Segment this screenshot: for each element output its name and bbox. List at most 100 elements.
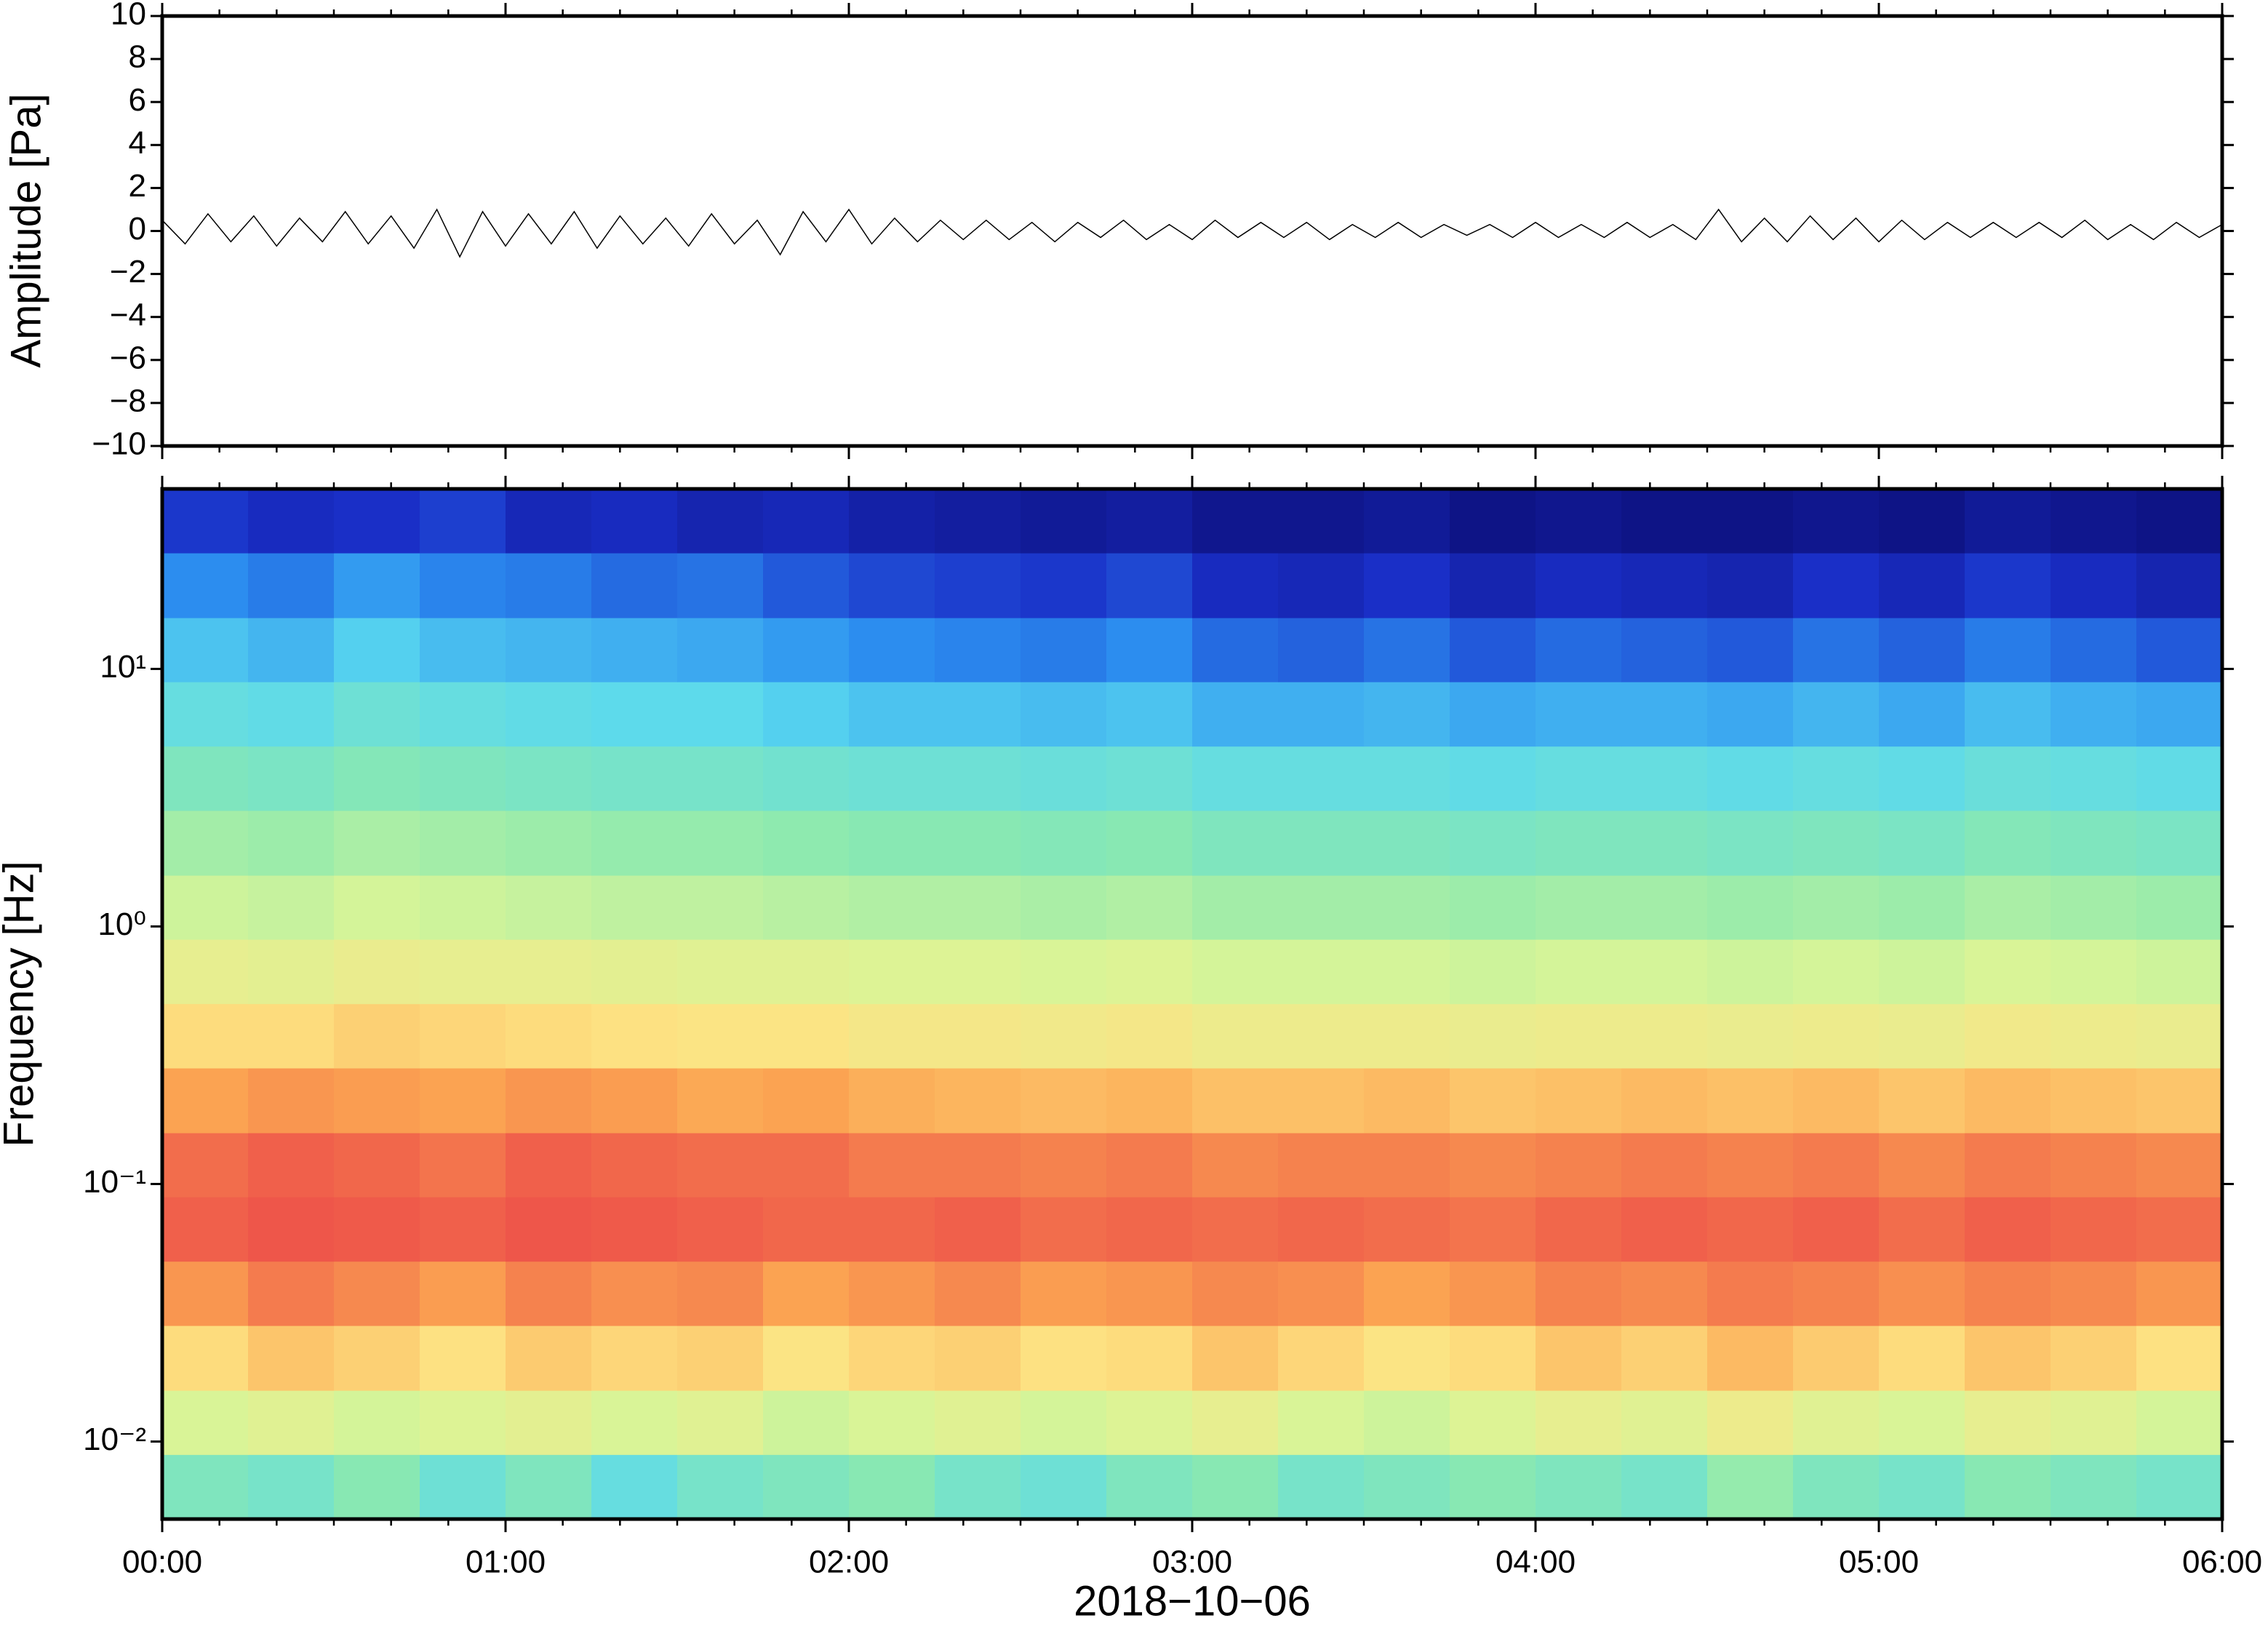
spectrogram-cell xyxy=(1793,553,1880,618)
spectrogram-cell xyxy=(162,618,249,682)
spectrogram-cell xyxy=(763,1133,850,1197)
spectrogram-cell xyxy=(1793,1133,1880,1197)
spectrogram-cell xyxy=(420,1454,506,1520)
spectrogram-cell xyxy=(334,1133,420,1197)
spectrogram-cell xyxy=(763,1454,850,1520)
spectrogram-cell xyxy=(1536,1003,1622,1069)
spectrogram-cell xyxy=(1965,682,2051,747)
spectrogram-cell xyxy=(1021,939,1107,1005)
spectrogram-cell xyxy=(1450,1003,1536,1069)
spectrogram-cell xyxy=(1965,746,2051,811)
spectrogram-cell xyxy=(162,1068,249,1133)
spectrogram-cell xyxy=(1021,682,1107,747)
spectrogram-cell xyxy=(1106,810,1193,876)
spectrogram-cell xyxy=(591,875,678,940)
spectrogram-cell xyxy=(248,618,335,682)
spectrogram-cell xyxy=(1879,489,1965,554)
spectrogram-cell xyxy=(677,1390,764,1455)
spectrogram-cell xyxy=(420,1068,506,1133)
spectrogram-cell xyxy=(849,1197,935,1262)
y-tick-label: −8 xyxy=(110,383,146,419)
spectrogram-cell xyxy=(677,746,764,811)
spectrogram-cell xyxy=(1621,1390,1708,1455)
spectrogram-cell xyxy=(1793,618,1880,682)
spectrogram-cell xyxy=(334,1068,420,1133)
spectrogram-cell xyxy=(1106,875,1193,940)
spectrogram-cell xyxy=(1364,1261,1450,1326)
spectrogram-cell xyxy=(248,682,335,747)
spectrogram-cell xyxy=(763,489,850,554)
spectrogram-cell xyxy=(1536,939,1622,1005)
spectrogram-cell xyxy=(1192,1390,1279,1455)
spectrogram-cell xyxy=(1278,489,1365,554)
spectrogram-cell xyxy=(1793,1326,1880,1391)
spectrogram-cell xyxy=(1106,1454,1193,1520)
spectrogram-cell xyxy=(1364,1068,1450,1133)
spectrogram-cell xyxy=(1021,875,1107,940)
spectrogram-cell xyxy=(162,1390,249,1455)
spectrogram-cell xyxy=(1707,810,1794,876)
spectrogram-cell xyxy=(162,939,249,1005)
spectrogram-cell xyxy=(591,1390,678,1455)
spectrogram-cell xyxy=(248,746,335,811)
spectrogram-cell xyxy=(1621,1261,1708,1326)
spectrogram-cell xyxy=(1793,1197,1880,1262)
spectrogram-cell xyxy=(1106,746,1193,811)
spectrogram-cell xyxy=(1278,1390,1365,1455)
spectrogram-cell xyxy=(1707,1390,1794,1455)
x-tick-label: 05:00 xyxy=(1839,1545,1919,1580)
spectrogram-cell xyxy=(1879,553,1965,618)
spectrogram-cell xyxy=(1450,810,1536,876)
spectrogram-cell xyxy=(334,746,420,811)
spectrogram-cell xyxy=(420,1197,506,1262)
spectrogram-cell xyxy=(1793,875,1880,940)
spectrogram-cell xyxy=(2051,939,2137,1005)
y-axis-label: Amplitude [Pa] xyxy=(2,93,49,367)
spectrogram-cell xyxy=(935,875,1021,940)
spectrogram-cell xyxy=(1707,1454,1794,1520)
spectrogram-cell xyxy=(763,746,850,811)
spectrogram-cell xyxy=(1707,618,1794,682)
spectrogram-cell xyxy=(1278,1003,1365,1069)
spectrogram-cell xyxy=(763,1390,850,1455)
spectrogram-cell xyxy=(763,939,850,1005)
spectrogram-cell xyxy=(677,1454,764,1520)
spectrogram-cell xyxy=(420,682,506,747)
spectrogram-cell xyxy=(1364,1003,1450,1069)
spectrogram-cell xyxy=(2051,489,2137,554)
spectrogram-cell xyxy=(506,1261,592,1326)
y-tick-label: 4 xyxy=(129,125,146,161)
spectrogram-cell xyxy=(334,1003,420,1069)
spectrogram-cell xyxy=(677,682,764,747)
y-tick-label: −2 xyxy=(110,254,146,290)
spectrogram-cell xyxy=(1621,939,1708,1005)
spectrogram-cell xyxy=(1707,553,1794,618)
spectrogram-cell xyxy=(1021,810,1107,876)
spectrogram-cell xyxy=(334,875,420,940)
spectrogram-cell xyxy=(1450,1454,1536,1520)
spectrogram-cell xyxy=(1621,618,1708,682)
spectrogram-cell xyxy=(591,682,678,747)
spectrogram-cell xyxy=(506,1003,592,1069)
spectrogram-cell xyxy=(849,682,935,747)
spectrogram-cell xyxy=(591,1133,678,1197)
y-tick-label: 0 xyxy=(129,211,146,247)
spectrogram-cell xyxy=(1450,682,1536,747)
x-tick-label: 00:00 xyxy=(122,1545,202,1580)
spectrogram-cell xyxy=(935,1197,1021,1262)
spectrogram-cell xyxy=(162,489,249,554)
spectrogram-cell xyxy=(1450,1133,1536,1197)
spectrogram-cell xyxy=(1021,1261,1107,1326)
spectrogram-cell xyxy=(420,1261,506,1326)
spectrogram-cell xyxy=(2051,746,2137,811)
spectrogram-cell xyxy=(1879,1197,1965,1262)
spectrogram-cell xyxy=(1879,1003,1965,1069)
spectrogram-cell xyxy=(849,618,935,682)
y-tick-label: 2 xyxy=(129,168,146,204)
spectrogram-cell xyxy=(1364,1197,1450,1262)
spectrogram-cell xyxy=(849,1454,935,1520)
spectrogram-cell xyxy=(763,1261,850,1326)
spectrogram-cell xyxy=(1536,489,1622,554)
spectrogram-cell xyxy=(1106,1261,1193,1326)
spectrogram-cell xyxy=(248,810,335,876)
